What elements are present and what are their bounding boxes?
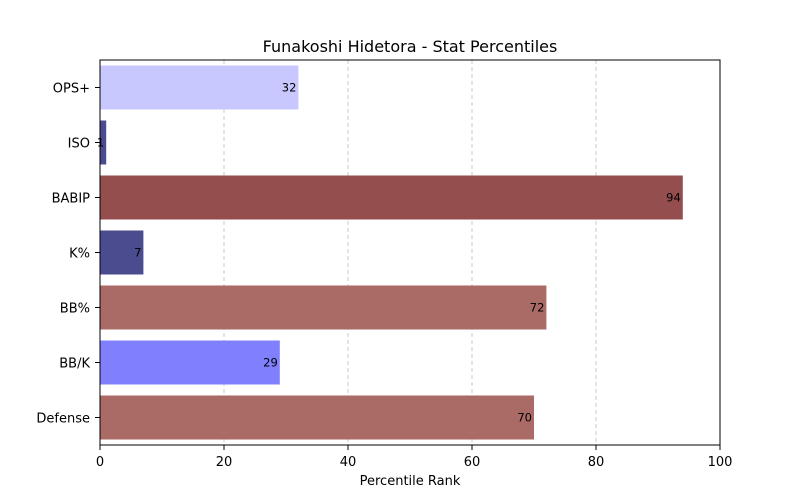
x-tick-label: 60: [464, 455, 481, 470]
bar-k-: [100, 230, 144, 275]
x-axis-label: Percentile Rank: [360, 474, 461, 489]
y-tick-label: BB%: [60, 302, 90, 317]
plot-frame: [99, 59, 721, 446]
x-tick-label: 80: [588, 455, 605, 470]
bar-value-label: 72: [530, 301, 545, 315]
bar-babip: [100, 175, 683, 220]
y-axis: OPS+ ISO BABIP K% BB% BB/K Defense: [36, 82, 100, 427]
bar-value-label: 70: [517, 411, 532, 425]
y-tick-label: BB/K: [59, 357, 90, 372]
bars: 32 1 94 7 72 29 70: [97, 65, 683, 440]
bar-value-label: 94: [666, 191, 681, 205]
bar-iso: [100, 120, 107, 165]
bar-value-label: 32: [282, 81, 297, 95]
x-tick-label: 20: [216, 455, 233, 470]
bar-value-label: 7: [134, 246, 141, 260]
chart-title: Funakoshi Hidetora - Stat Percentiles: [263, 37, 558, 56]
y-tick-label: K%: [69, 247, 90, 262]
y-tick-label: ISO: [68, 137, 90, 152]
y-tick-label: BABIP: [52, 192, 91, 207]
bar-value-label: 29: [263, 356, 278, 370]
x-tick-label: 40: [340, 455, 357, 470]
grid-lines: [223, 60, 597, 445]
bar-bb-k: [100, 340, 280, 385]
x-axis: 0 20 40 60 80 100: [96, 445, 733, 470]
bar-ops-: [100, 65, 299, 110]
x-tick-label: 0: [96, 455, 104, 470]
y-tick-label: OPS+: [53, 82, 90, 97]
x-tick-label: 100: [708, 455, 733, 470]
bar-value-label: 1: [97, 136, 104, 150]
y-tick-label: Defense: [36, 412, 90, 427]
bar-bb-: [100, 285, 547, 330]
bar-defense: [100, 395, 534, 440]
